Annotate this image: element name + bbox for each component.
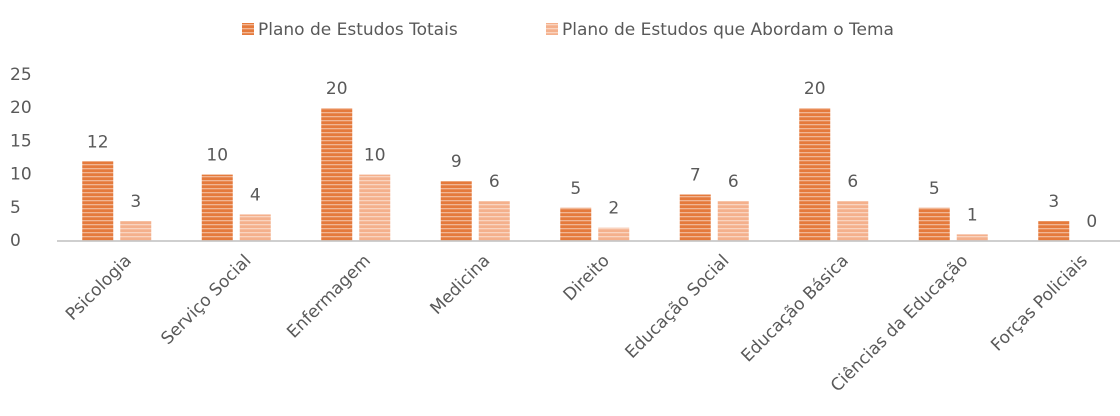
bar (359, 174, 391, 241)
bar (1038, 221, 1070, 241)
bar (440, 181, 472, 241)
data-label: 4 (250, 185, 261, 205)
y-tick-label: 15 (10, 131, 32, 151)
bar (598, 227, 630, 241)
data-label: 2 (608, 199, 619, 219)
bar (82, 161, 114, 241)
x-tick-label: Serviço Social (157, 251, 255, 349)
x-tick-label: Forças Policiais (987, 251, 1092, 356)
data-label: 6 (728, 172, 739, 192)
y-tick-label: 0 (10, 231, 21, 251)
bar (478, 201, 510, 241)
x-tick-label: Psicologia (62, 251, 136, 325)
legend-swatch (546, 23, 558, 35)
x-tick-label: Medicina (427, 251, 495, 319)
data-label: 9 (451, 152, 462, 172)
data-label: 7 (690, 166, 701, 186)
legend-label: Plano de Estudos que Abordam o Tema (562, 20, 894, 40)
y-tick-label: 5 (10, 198, 21, 218)
data-label: 5 (929, 179, 940, 199)
legend-label: Plano de Estudos Totais (258, 20, 458, 40)
data-label: 20 (326, 79, 348, 99)
x-tick-label: Ciências da Educação (827, 251, 972, 396)
data-label: 20 (804, 79, 826, 99)
x-tick-label: Educação Social (622, 251, 734, 363)
y-tick-label: 20 (10, 98, 32, 118)
data-label: 5 (570, 179, 581, 199)
data-label: 6 (847, 172, 858, 192)
bar (799, 108, 831, 241)
bar (717, 201, 749, 241)
bar (321, 108, 353, 241)
data-label: 10 (206, 146, 228, 166)
data-label: 6 (489, 172, 500, 192)
bar (918, 207, 950, 241)
legend-swatch (242, 23, 254, 35)
data-label: 12 (87, 132, 109, 152)
data-label: 1 (967, 205, 978, 225)
data-label: 0 (1086, 212, 1097, 232)
bar (239, 214, 271, 241)
bar (956, 234, 988, 241)
data-label: 3 (130, 192, 141, 212)
bar (679, 194, 711, 241)
bar (120, 221, 152, 241)
x-tick-label: Direito (560, 251, 614, 305)
bar (837, 201, 869, 241)
y-tick-label: 25 (10, 65, 32, 85)
data-label: 10 (364, 146, 386, 166)
data-label: 3 (1048, 192, 1059, 212)
y-tick-label: 10 (10, 165, 32, 185)
bar (201, 174, 233, 241)
x-tick-label: Educação Básica (738, 251, 853, 366)
bar (560, 207, 592, 241)
x-tick-label: Enfermagem (283, 251, 375, 343)
